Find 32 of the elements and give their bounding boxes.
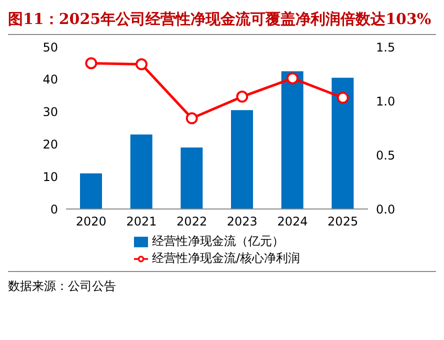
y-tick-label: 30 <box>42 105 58 120</box>
bar <box>180 147 203 209</box>
chart-title: 图11：2025年公司经营性净现金流可覆盖净利润倍数达103% <box>8 8 436 35</box>
point <box>186 112 198 124</box>
y-tick-label: 50 <box>42 40 58 54</box>
point <box>336 92 349 104</box>
y-tick-label: 10 <box>42 170 58 184</box>
point <box>286 72 298 84</box>
y2-tick-label: 0.0 <box>376 202 396 216</box>
bar <box>130 134 152 209</box>
y2-tick-label: 1.5 <box>376 40 396 54</box>
bar <box>281 71 304 209</box>
point <box>85 57 98 70</box>
x-tick-label: 2025 <box>328 214 358 229</box>
y-tick-label: 0 <box>50 202 58 216</box>
x-tick-label: 2024 <box>277 214 308 229</box>
legend-label: 经营性净现金流/核心净利润 <box>152 251 300 265</box>
legend-label: 经营性净现金流（亿元） <box>152 234 284 248</box>
y-tick-label: 20 <box>42 137 58 152</box>
bar <box>332 78 354 209</box>
bar <box>80 173 102 209</box>
x-tick-label: 2022 <box>176 214 208 229</box>
y-tick-label: 40 <box>42 72 58 87</box>
bar <box>231 110 253 209</box>
x-tick-label: 2023 <box>226 214 258 229</box>
point <box>236 90 248 103</box>
x-tick-label: 2021 <box>126 214 157 229</box>
y2-tick-label: 1.0 <box>376 94 396 108</box>
point <box>136 58 148 70</box>
x-tick-label: 2020 <box>76 214 106 229</box>
y2-tick-label: 0.5 <box>376 148 396 162</box>
source-note: 数据来源：公司公告 <box>8 278 117 295</box>
